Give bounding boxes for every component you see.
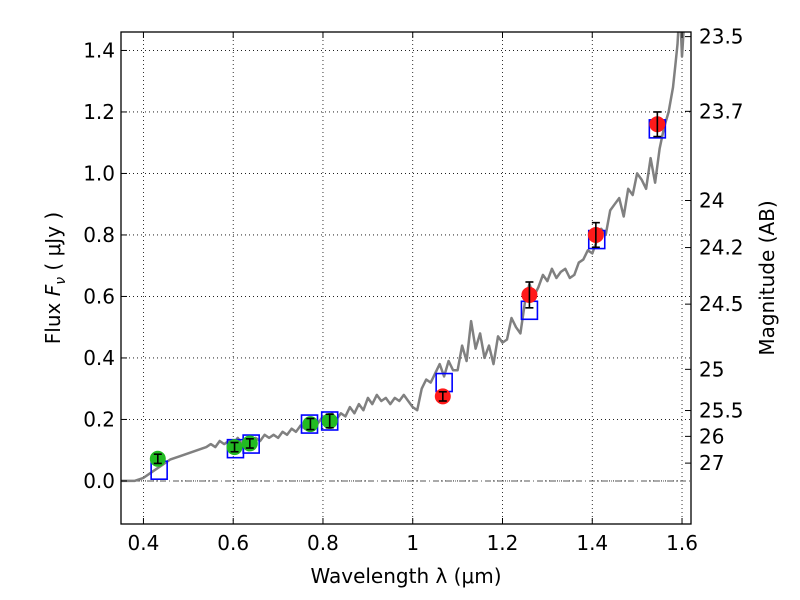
y-axis-label-symbol: F [41,284,65,296]
right-tick-label: 23.7 [699,99,744,123]
y-axis-label-prefix: Flux [41,296,65,344]
y-tick-label: 0.0 [83,469,115,493]
x-tick-label: 1.2 [487,531,519,555]
x-tick-label: 1 [406,531,419,555]
x-tick-label: 1.6 [666,531,698,555]
right-tick-label: 23.5 [699,25,744,49]
y-axis-label-subscript: ν [53,277,69,285]
right-tick-label: 24.5 [699,292,744,316]
y-tick-label: 1.2 [83,100,115,124]
x-axis-label: Wavelength λ (μm) [310,564,501,588]
y-tick-label: 1.0 [83,161,115,185]
y-axis-label: Flux Fν ( μJy ) [41,212,69,344]
right-tick-label: 25 [699,357,724,381]
x-tick-label: 0.6 [217,531,249,555]
right-tick-label: 25.5 [699,399,744,423]
plot-background [121,32,691,524]
x-tick-label: 0.4 [128,531,160,555]
y-axis-label-suffix: ( μJy ) [41,212,65,277]
y-tick-label: 0.4 [83,346,115,370]
grid [121,32,691,524]
plot-frame [120,31,692,525]
right-tick-label: 24.2 [699,236,744,260]
right-tick-label: 24 [699,189,724,213]
right-tick-label: 27 [699,451,724,475]
y-tick-label: 0.8 [83,223,115,247]
y-tick-label: 1.4 [83,38,115,62]
x-tick-label: 1.4 [576,531,608,555]
x-tick-label: 0.8 [307,531,339,555]
right-tick-label: 26 [699,424,724,448]
ticks: 0.4 0.6 0.8 1 1.2 1.4 1.6 0.0 0.2 0.4 0.6 0.8 1.0 1.2… [83,25,743,555]
right-axis-label: Magnitude (AB) [755,200,779,355]
y-tick-label: 0.2 [83,407,115,431]
y-tick-label: 0.6 [83,284,115,308]
data-layer [121,32,685,483]
